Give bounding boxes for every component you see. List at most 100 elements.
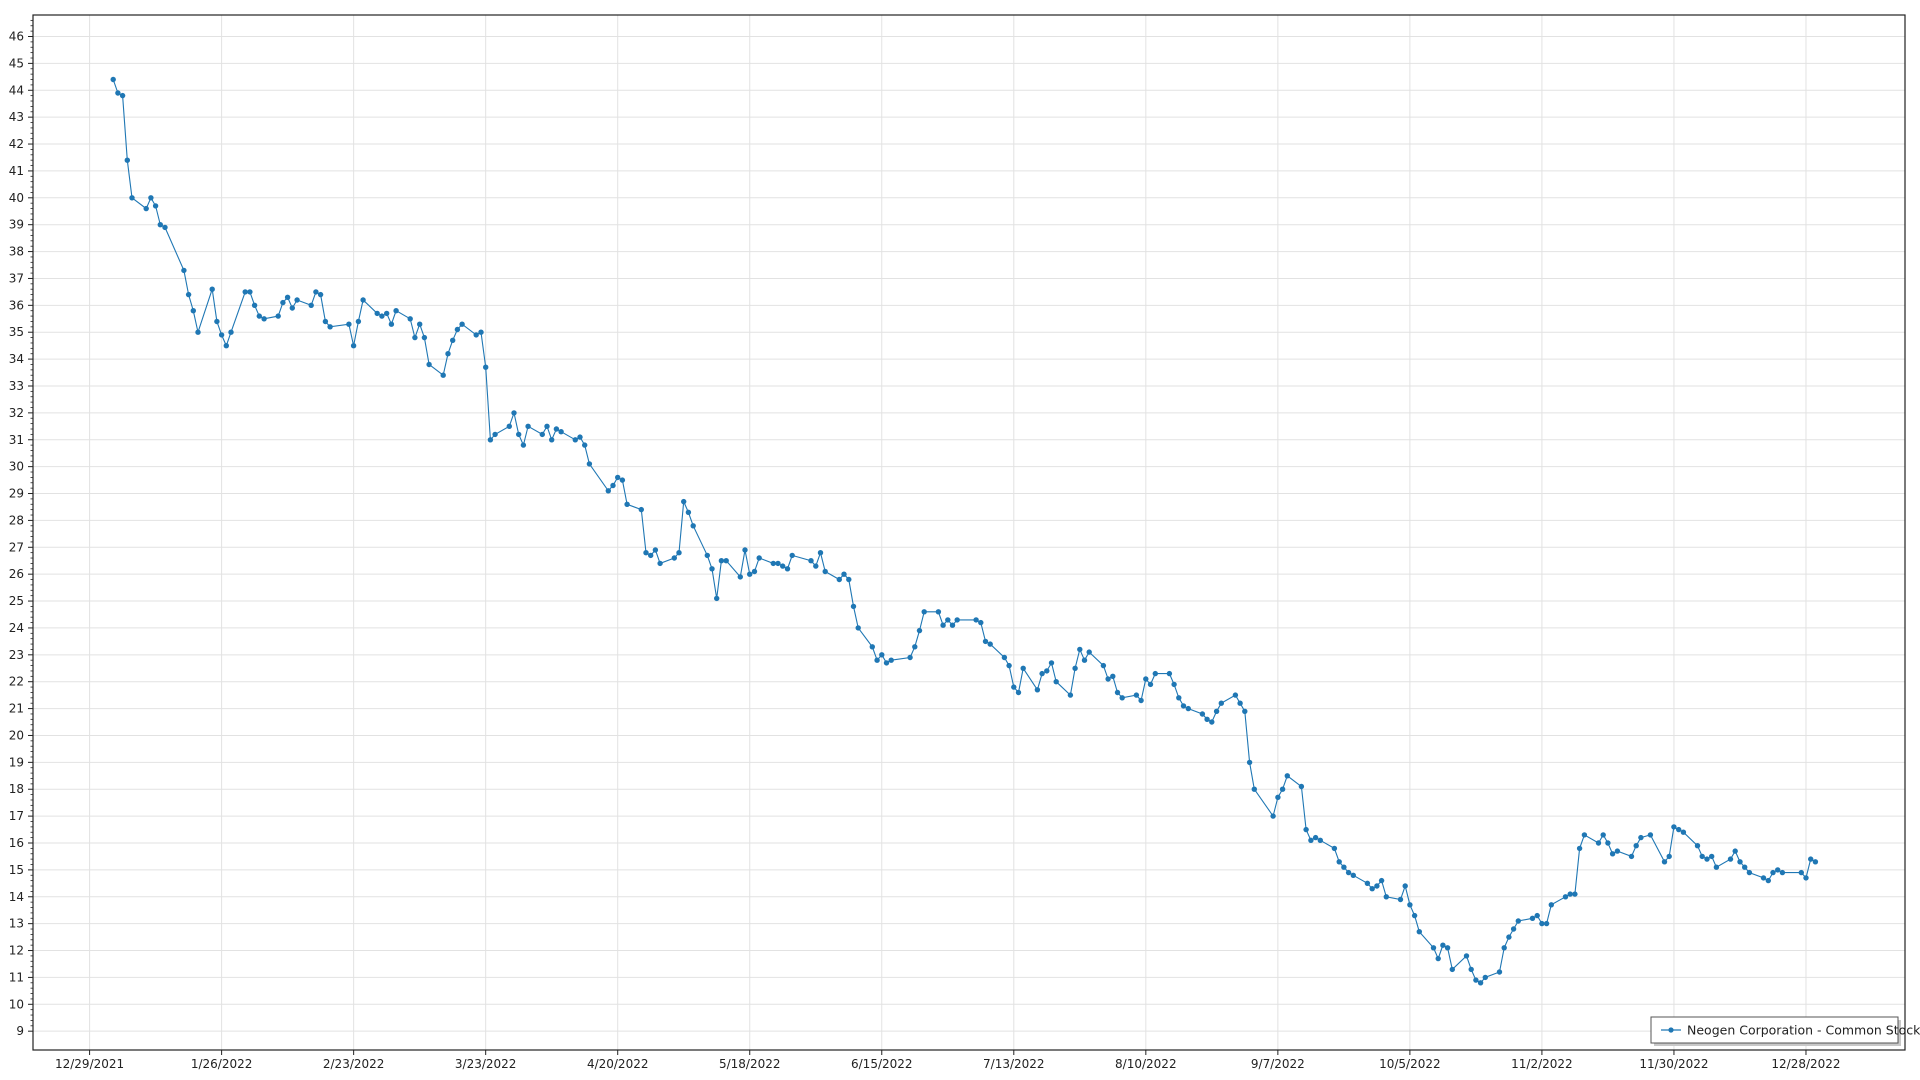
- data-point: [1647, 832, 1654, 838]
- data-point: [407, 316, 413, 322]
- data-point: [1209, 719, 1215, 725]
- y-tick-label: 30: [9, 460, 24, 474]
- y-tick-label: 44: [9, 83, 24, 97]
- y-tick-label: 35: [9, 325, 24, 339]
- y-tick-label: 9: [16, 1024, 24, 1038]
- data-point: [143, 205, 149, 212]
- data-point: [1397, 896, 1404, 903]
- data-point: [1072, 665, 1078, 671]
- data-point: [681, 498, 687, 505]
- data-point: [1204, 716, 1210, 722]
- data-point: [671, 555, 677, 561]
- data-point: [473, 332, 479, 338]
- data-point: [945, 617, 951, 623]
- data-point: [218, 332, 225, 338]
- y-tick-label: 45: [9, 56, 24, 70]
- data-point: [1515, 918, 1522, 924]
- data-point: [1105, 676, 1111, 682]
- data-point: [789, 552, 795, 559]
- legend-box: [1650, 1016, 1899, 1044]
- y-tick-label: 33: [9, 379, 24, 393]
- series-neogen: [110, 76, 1819, 986]
- data-point: [1100, 662, 1107, 669]
- data-point: [1727, 856, 1734, 862]
- y-tick-label: 28: [9, 513, 24, 527]
- data-point: [1742, 864, 1748, 870]
- data-point: [417, 321, 423, 327]
- data-point: [1572, 891, 1578, 897]
- data-point: [119, 92, 126, 99]
- data-point: [251, 302, 258, 308]
- x-tick-label: 10/5/2022: [1379, 1057, 1441, 1071]
- y-tick-label: 39: [9, 218, 24, 232]
- y-tick-label: 41: [9, 164, 24, 178]
- data-point: [817, 550, 824, 556]
- data-point: [949, 622, 956, 628]
- data-point: [780, 563, 786, 569]
- data-point: [987, 641, 993, 647]
- data-point: [289, 305, 295, 311]
- data-point: [582, 442, 588, 448]
- data-point: [1369, 886, 1375, 892]
- data-point: [317, 291, 324, 298]
- data-point: [883, 660, 890, 666]
- data-point: [836, 576, 842, 583]
- data-point: [1699, 853, 1705, 860]
- data-point: [440, 372, 446, 378]
- data-point: [327, 324, 333, 330]
- data-point: [1015, 689, 1022, 696]
- data-point: [1614, 848, 1621, 854]
- data-point: [1237, 700, 1243, 706]
- data-point: [374, 310, 380, 317]
- data-point: [511, 410, 517, 416]
- x-tick-label: 12/29/2021: [55, 1057, 124, 1071]
- data-point: [350, 343, 357, 349]
- x-tick-label: 1/26/2022: [191, 1057, 253, 1071]
- data-point: [921, 609, 927, 615]
- data-point: [1680, 829, 1687, 835]
- data-point: [1081, 657, 1088, 663]
- data-point: [1482, 974, 1489, 981]
- data-point: [1110, 673, 1116, 679]
- data-point: [553, 426, 560, 432]
- data-point: [261, 316, 267, 322]
- data-point: [124, 157, 130, 163]
- data-point: [605, 488, 611, 494]
- data-point: [1666, 853, 1672, 860]
- y-tick-label: 14: [9, 890, 24, 904]
- data-point: [1812, 859, 1819, 865]
- data-point: [690, 523, 696, 529]
- data-point: [1746, 869, 1753, 876]
- y-tick-label: 38: [9, 245, 24, 259]
- data-point: [1298, 783, 1305, 790]
- x-tick-label: 3/23/2022: [455, 1057, 517, 1071]
- data-point: [355, 318, 362, 325]
- y-tick-label: 37: [9, 271, 24, 285]
- data-point: [685, 509, 692, 515]
- data-point: [308, 302, 314, 308]
- data-point: [1444, 945, 1451, 951]
- data-point: [280, 299, 286, 306]
- data-point: [1383, 894, 1390, 900]
- data-point: [1676, 826, 1682, 833]
- data-point: [487, 437, 494, 443]
- data-point: [1732, 848, 1738, 854]
- y-tick-label: 18: [9, 782, 24, 796]
- data-point: [525, 423, 531, 429]
- data-point: [1176, 695, 1182, 701]
- data-point: [1312, 834, 1319, 841]
- data-point: [1341, 864, 1347, 870]
- data-point: [1119, 695, 1125, 701]
- y-tick-label: 29: [9, 487, 24, 501]
- data-point: [185, 291, 192, 298]
- data-point: [1671, 824, 1677, 830]
- data-point: [1808, 856, 1814, 862]
- data-point: [638, 506, 644, 513]
- data-point: [1279, 786, 1286, 792]
- legend[interactable]: Neogen Corporation - Common Stock: [1650, 1016, 1920, 1046]
- data-point: [1152, 670, 1159, 677]
- data-point: [209, 286, 215, 292]
- data-point: [850, 603, 857, 610]
- data-point: [704, 552, 710, 559]
- data-point: [162, 224, 168, 231]
